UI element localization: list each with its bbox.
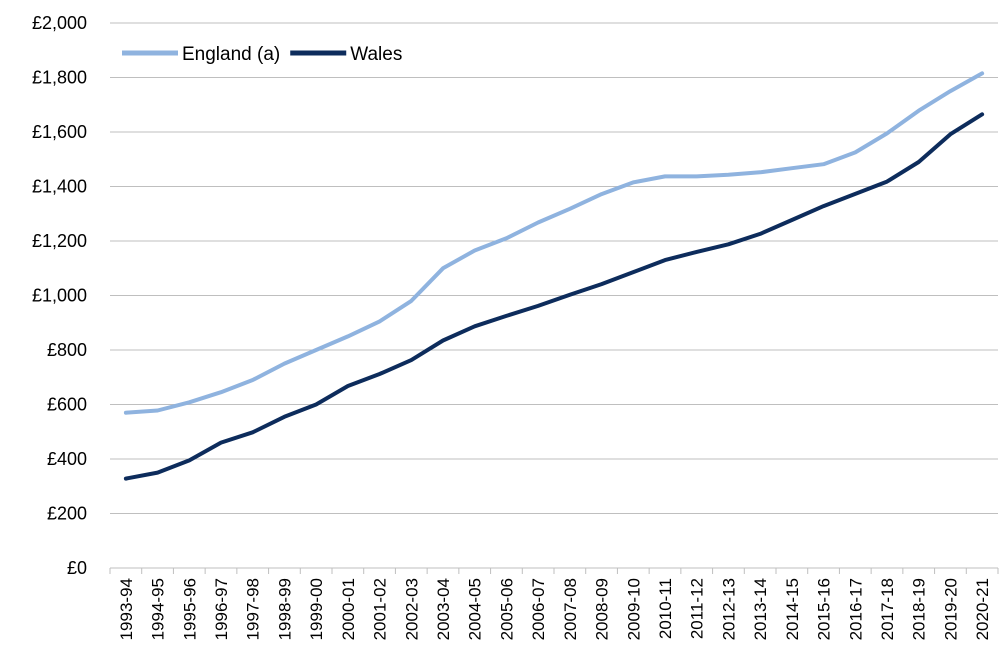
- gridlines: [110, 22, 998, 514]
- x-tick-label: 2018-19: [910, 578, 929, 640]
- y-tick-label: £1,000: [32, 286, 87, 306]
- x-tick-label: 2015-16: [815, 578, 834, 640]
- series-lines: [123, 71, 985, 481]
- x-tick-label: 1994-95: [149, 578, 168, 640]
- y-tick-label: £600: [47, 395, 87, 415]
- x-tick-label: 2008-09: [593, 578, 612, 640]
- x-tick-label: 2007-08: [561, 578, 580, 640]
- x-tick-label: 2005-06: [497, 578, 516, 640]
- y-tick-label: £2,000: [32, 13, 87, 33]
- legend: England (a) Wales: [122, 44, 402, 65]
- x-tick-label: 2014-15: [783, 578, 802, 640]
- x-tick-label: 1997-98: [244, 578, 263, 640]
- axes: £0 £200 £400 £600 £800 £1,000 £1,200 £1,400 £1,6…: [32, 13, 999, 640]
- x-tick-label: 1995-96: [180, 578, 199, 640]
- legend-label-england: England (a): [182, 44, 280, 65]
- y-tick-label: £1,200: [32, 231, 87, 251]
- y-tick-label: £0: [67, 558, 87, 578]
- x-tick-label: 2009-10: [624, 578, 643, 640]
- x-tick-label: 2006-07: [529, 578, 548, 640]
- x-tick-label: 2001-02: [371, 578, 390, 640]
- x-tick-label: 2013-14: [751, 578, 770, 640]
- y-tick-label: £1,800: [32, 68, 87, 88]
- series-line-england: [123, 71, 985, 415]
- y-tick-label: £800: [47, 340, 87, 360]
- legend-label-wales: Wales: [350, 44, 402, 65]
- x-tick-label: 2000-01: [339, 578, 358, 640]
- y-tick-label: £1,400: [32, 177, 87, 197]
- x-tick-label: 2003-04: [434, 578, 453, 640]
- x-tick-label: 2016-17: [846, 578, 865, 640]
- x-tick-label: 2010-11: [656, 578, 675, 639]
- x-tick-label: 2012-13: [719, 578, 738, 640]
- x-tick-label: 2011-12: [688, 578, 707, 639]
- x-tick-label: 1998-99: [275, 578, 294, 640]
- x-tick-label: 2004-05: [466, 578, 485, 640]
- x-tick-label: 2017-18: [878, 578, 897, 640]
- y-tick-label: £1,600: [32, 122, 87, 142]
- x-tick-label: 2020-21: [973, 578, 992, 640]
- y-tick-label: £200: [47, 504, 87, 524]
- x-tick-label: 1993-94: [117, 578, 136, 640]
- x-tick-label: 2019-20: [941, 578, 960, 640]
- series-line-wales: [123, 112, 985, 481]
- x-tick-label: 1996-97: [212, 578, 231, 640]
- y-tick-label: £400: [47, 449, 87, 469]
- x-tick-label: 2002-03: [402, 578, 421, 640]
- x-tick-label: 1999-00: [307, 578, 326, 640]
